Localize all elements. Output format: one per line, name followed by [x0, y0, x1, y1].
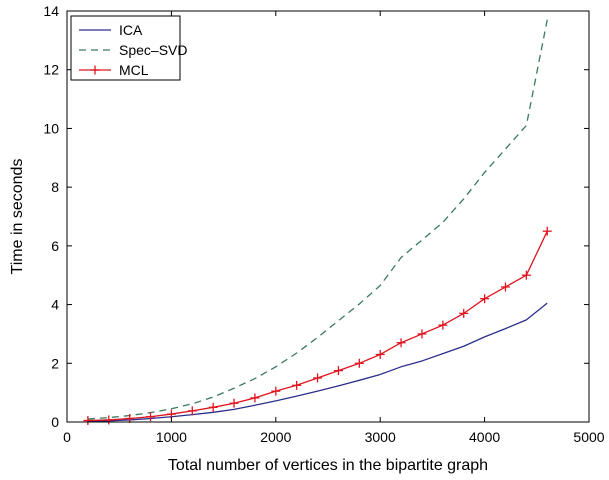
data-point-mcl: [480, 294, 490, 304]
data-point-mcl: [83, 416, 93, 426]
data-point-mcl: [521, 270, 531, 280]
x-tick-label: 4000: [469, 429, 500, 445]
legend-label-spec-svd: Spec–SVD: [119, 42, 187, 58]
series-layer: [83, 19, 552, 426]
data-point-mcl: [417, 329, 427, 339]
data-point-mcl: [542, 226, 552, 236]
legend: ICA Spec–SVD MCL: [70, 15, 187, 81]
data-point-mcl: [500, 282, 510, 292]
data-point-mcl: [396, 338, 406, 348]
data-point-mcl: [459, 308, 469, 318]
data-point-mcl: [438, 320, 448, 330]
y-tick-label: 14: [43, 3, 59, 19]
y-tick-label: 4: [51, 297, 59, 313]
y-tick-label: 2: [51, 355, 59, 371]
data-point-mcl: [229, 398, 239, 408]
data-point-mcl: [271, 386, 281, 396]
x-tick-label: 1000: [156, 429, 187, 445]
x-tick-label: 0: [63, 429, 71, 445]
data-point-mcl: [187, 406, 197, 416]
legend-label-ica: ICA: [119, 22, 143, 38]
data-point-mcl: [250, 393, 260, 403]
y-tick-label: 10: [43, 120, 59, 136]
series-line-spec-svd: [87, 19, 548, 420]
y-tick-label: 6: [51, 238, 59, 254]
data-point-mcl: [375, 349, 385, 359]
ticks-layer: 0 1000 2000 3000 4000 5000 0 2 4 6 8 10 12 14: [43, 3, 604, 445]
legend-plus-marker: [90, 65, 100, 75]
series-line-ica: [87, 302, 548, 423]
data-point-mcl: [104, 415, 114, 425]
data-point-mcl: [146, 412, 156, 422]
data-point-mcl: [354, 358, 364, 368]
x-axis-title: Total number of vertices in the bipartit…: [168, 457, 488, 474]
legend-label-mcl: MCL: [119, 62, 149, 78]
data-point-mcl: [208, 402, 218, 412]
x-tick-label: 2000: [260, 429, 291, 445]
data-point-mcl: [313, 373, 323, 383]
y-axis-title: Time in seconds: [9, 159, 26, 275]
y-tick-label: 8: [51, 179, 59, 195]
y-tick-label: 12: [43, 62, 59, 78]
plot-frame: [66, 10, 590, 423]
y-tick-label: 0: [51, 414, 59, 430]
legend-box: [70, 15, 181, 81]
x-tick-label: 5000: [573, 429, 604, 445]
data-point-mcl: [292, 380, 302, 390]
data-point-mcl: [125, 413, 135, 423]
legend-marker-mcl: [90, 65, 100, 75]
data-point-mcl: [333, 366, 343, 376]
x-tick-label: 3000: [365, 429, 396, 445]
